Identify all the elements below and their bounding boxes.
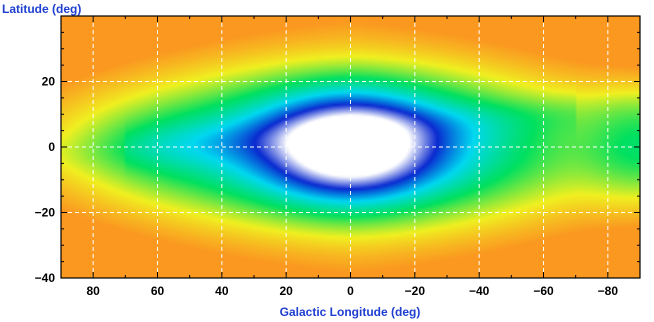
x-axis-title: Galactic Longitude (deg) — [280, 305, 421, 319]
y-tick-label: −20 — [35, 206, 56, 220]
y-tick-label: 20 — [42, 75, 56, 89]
x-tick-label: 20 — [279, 284, 293, 298]
y-axis-title: Latitude (deg) — [2, 2, 81, 16]
x-tick-label: 0 — [347, 284, 354, 298]
x-tick-label: −80 — [598, 284, 619, 298]
x-tick-label: 60 — [151, 284, 165, 298]
y-tick-labels: 20 0 −20 −40 — [35, 75, 56, 286]
x-tick-label: −60 — [533, 284, 554, 298]
y-tick-label: −40 — [35, 271, 56, 285]
x-tick-labels: 80 60 40 20 0 −20 −40 −60 −80 — [86, 284, 618, 298]
tick-marks — [60, 15, 641, 279]
x-tick-label: −20 — [405, 284, 426, 298]
y-tick-label: 0 — [48, 140, 55, 154]
x-tick-label: −40 — [469, 284, 490, 298]
grid-lines — [61, 16, 640, 278]
x-tick-label: 40 — [215, 284, 229, 298]
x-tick-label: 80 — [86, 284, 100, 298]
